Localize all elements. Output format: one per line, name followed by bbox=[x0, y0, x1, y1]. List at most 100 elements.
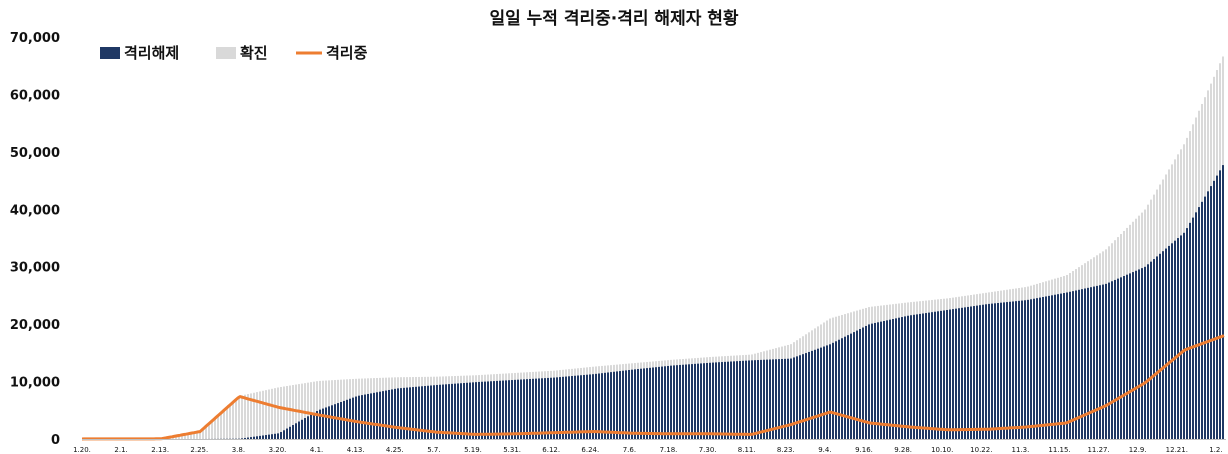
x-tick-label: 2.25. bbox=[190, 446, 208, 454]
bar-released bbox=[328, 406, 330, 439]
bar-released bbox=[709, 362, 711, 439]
bar-released bbox=[1192, 217, 1194, 439]
bar-released bbox=[952, 309, 954, 439]
bar-released bbox=[382, 391, 384, 439]
bar-released bbox=[1141, 268, 1143, 439]
y-tick-label: 40,000 bbox=[10, 203, 60, 218]
bar-released bbox=[1114, 279, 1116, 439]
bar-released bbox=[865, 325, 867, 439]
bar-released bbox=[418, 386, 420, 439]
bar-released bbox=[853, 332, 855, 439]
bar-released bbox=[424, 386, 426, 439]
x-tick-label: 8.11. bbox=[738, 446, 756, 454]
bar-released bbox=[325, 407, 327, 439]
bar-confirmed bbox=[247, 394, 249, 439]
bar-released bbox=[1066, 292, 1068, 439]
bar-released bbox=[1039, 297, 1041, 439]
bar-released bbox=[1003, 302, 1005, 439]
x-tick-label: 11.3. bbox=[1011, 446, 1029, 454]
bar-released bbox=[277, 433, 279, 439]
bar-released bbox=[682, 364, 684, 439]
bar-released bbox=[703, 363, 705, 439]
bar-released bbox=[1018, 300, 1020, 439]
bar-released bbox=[1153, 259, 1155, 439]
bar-released bbox=[355, 396, 357, 439]
bar-confirmed bbox=[220, 412, 222, 439]
x-tick-label: 4.13. bbox=[347, 446, 365, 454]
bar-released bbox=[511, 380, 513, 439]
bar-released bbox=[1207, 191, 1209, 439]
bar-released bbox=[625, 370, 627, 439]
bar-confirmed bbox=[277, 387, 279, 439]
bar-released bbox=[1165, 248, 1167, 439]
bar-released bbox=[1120, 277, 1122, 439]
bar-released bbox=[619, 371, 621, 439]
bar-released bbox=[646, 368, 648, 439]
bar-released bbox=[478, 381, 480, 439]
bar-released bbox=[517, 379, 519, 439]
bar-released bbox=[655, 367, 657, 439]
bar-released bbox=[814, 349, 816, 439]
bar-released bbox=[1000, 302, 1002, 439]
bar-released bbox=[415, 386, 417, 439]
legend-label-release: 격리해제 bbox=[124, 44, 179, 62]
bar-released bbox=[397, 388, 399, 439]
bar-released bbox=[733, 361, 735, 439]
bar-released bbox=[538, 378, 540, 439]
bar-released bbox=[388, 389, 390, 439]
bar-released bbox=[634, 369, 636, 439]
bar-confirmed bbox=[232, 401, 234, 439]
bar-released bbox=[631, 369, 633, 439]
bar-released bbox=[256, 436, 258, 439]
bar-released bbox=[991, 303, 993, 439]
bar-released bbox=[835, 341, 837, 439]
bar-released bbox=[595, 373, 597, 439]
bar-released bbox=[706, 362, 708, 439]
bar-released bbox=[958, 308, 960, 439]
legend-swatch-release bbox=[100, 47, 120, 59]
bar-released bbox=[1063, 293, 1065, 439]
bar-released bbox=[961, 307, 963, 439]
bar-released bbox=[1087, 287, 1089, 439]
bar-released bbox=[1213, 180, 1215, 439]
bar-released bbox=[1168, 245, 1170, 439]
bar-released bbox=[970, 306, 972, 439]
bar-released bbox=[565, 376, 567, 439]
bar-released bbox=[331, 405, 333, 439]
bar-released bbox=[409, 387, 411, 439]
bar-released bbox=[427, 385, 429, 439]
bar-released bbox=[484, 381, 486, 439]
bar-released bbox=[820, 347, 822, 439]
bar-released bbox=[922, 313, 924, 439]
bar-released bbox=[1084, 288, 1086, 439]
bar-released bbox=[616, 371, 618, 439]
bar-released bbox=[658, 366, 660, 439]
line-layer bbox=[81, 334, 1225, 441]
bar-released bbox=[298, 421, 300, 439]
bar-released bbox=[946, 309, 948, 439]
bar-released bbox=[1036, 298, 1038, 439]
bar-released bbox=[1177, 238, 1179, 439]
bar-confirmed bbox=[280, 386, 282, 439]
bar-confirmed bbox=[292, 385, 294, 439]
bar-confirmed bbox=[235, 399, 237, 439]
bar-released bbox=[316, 411, 318, 439]
bar-released bbox=[982, 304, 984, 439]
bar-released bbox=[832, 342, 834, 439]
bar-released bbox=[994, 303, 996, 439]
bar-released bbox=[976, 305, 978, 439]
bar-released bbox=[637, 369, 639, 439]
bar-released bbox=[310, 414, 312, 439]
bar-released bbox=[784, 358, 786, 439]
bar-released bbox=[1096, 285, 1098, 439]
bar-released bbox=[649, 367, 651, 439]
bar-released bbox=[1171, 243, 1173, 439]
bar-released bbox=[523, 379, 525, 439]
bar-released bbox=[856, 330, 858, 439]
bar-released bbox=[1135, 270, 1137, 439]
bar-released bbox=[913, 314, 915, 439]
x-tick-label: 1.20. bbox=[73, 446, 91, 454]
bar-released bbox=[1138, 269, 1140, 439]
bar-confirmed bbox=[289, 385, 291, 439]
bar-released bbox=[817, 348, 819, 439]
